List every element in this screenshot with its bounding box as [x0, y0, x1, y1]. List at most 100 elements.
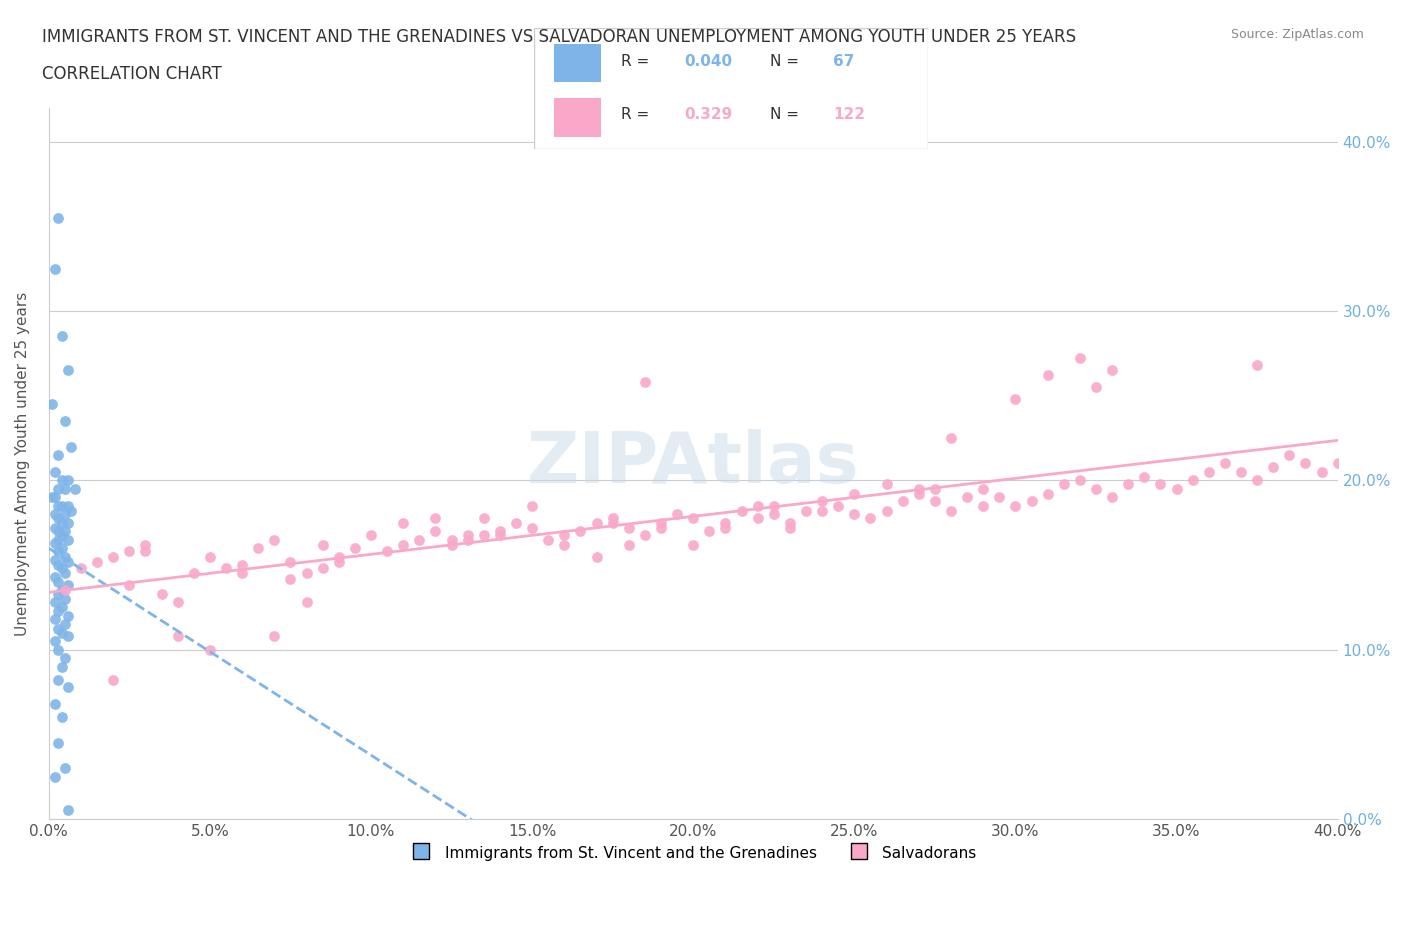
Text: 0.329: 0.329	[683, 108, 733, 123]
Point	[48, 482, 70, 497]
Point	[53, 583, 76, 598]
Point	[183, 566, 205, 581]
Point	[44, 569, 66, 584]
Point	[150, 586, 173, 601]
Point	[1310, 464, 1333, 479]
Point	[520, 520, 543, 535]
Point	[505, 515, 527, 530]
Point	[44, 536, 66, 551]
Point	[263, 629, 285, 644]
Point	[827, 498, 849, 513]
Point	[328, 549, 350, 564]
Y-axis label: Unemployment Among Youth under 25 years: Unemployment Among Youth under 25 years	[15, 291, 30, 635]
Point	[198, 642, 221, 657]
Point	[811, 503, 834, 518]
Point	[51, 600, 73, 615]
Point	[48, 736, 70, 751]
Point	[51, 515, 73, 530]
Point	[44, 490, 66, 505]
Point	[56, 680, 79, 695]
Point	[859, 511, 882, 525]
Point	[617, 538, 640, 552]
Text: 122: 122	[834, 108, 866, 123]
Point	[907, 486, 929, 501]
Point	[56, 515, 79, 530]
Point	[876, 503, 898, 518]
Legend: Immigrants from St. Vincent and the Grenadines, Salvadorans: Immigrants from St. Vincent and the Gren…	[404, 837, 983, 868]
Text: R =: R =	[621, 108, 654, 123]
Point	[794, 503, 817, 518]
Point	[1004, 498, 1026, 513]
Point	[51, 561, 73, 576]
Point	[972, 482, 994, 497]
Point	[48, 544, 70, 559]
Point	[457, 527, 479, 542]
Point	[360, 527, 382, 542]
Point	[53, 566, 76, 581]
Point	[44, 595, 66, 610]
Point	[56, 554, 79, 569]
Text: 67: 67	[834, 54, 855, 69]
Point	[972, 498, 994, 513]
Point	[714, 515, 737, 530]
Point	[392, 538, 415, 552]
Point	[408, 532, 430, 547]
Point	[1101, 363, 1123, 378]
Point	[53, 591, 76, 606]
Point	[51, 710, 73, 724]
Text: N =: N =	[770, 108, 804, 123]
Point	[56, 532, 79, 547]
Point	[730, 503, 752, 518]
Point	[44, 464, 66, 479]
Point	[44, 697, 66, 711]
Point	[988, 490, 1011, 505]
Point	[86, 554, 108, 569]
Point	[585, 549, 607, 564]
Point	[1133, 470, 1156, 485]
Point	[425, 524, 447, 538]
Point	[51, 473, 73, 488]
Point	[56, 578, 79, 592]
Text: 0.040: 0.040	[683, 54, 733, 69]
Point	[585, 515, 607, 530]
Point	[1181, 473, 1204, 488]
Text: ZIPAtlas: ZIPAtlas	[527, 429, 859, 498]
Point	[51, 659, 73, 674]
Point	[60, 439, 83, 454]
Point	[343, 540, 366, 555]
Point	[844, 486, 866, 501]
Point	[48, 575, 70, 590]
Point	[457, 532, 479, 547]
Point	[48, 511, 70, 525]
Text: IMMIGRANTS FROM ST. VINCENT AND THE GRENADINES VS SALVADORAN UNEMPLOYMENT AMONG : IMMIGRANTS FROM ST. VINCENT AND THE GREN…	[42, 28, 1077, 46]
Point	[634, 375, 657, 390]
Point	[747, 498, 769, 513]
Point	[166, 595, 188, 610]
Point	[53, 549, 76, 564]
Point	[56, 803, 79, 817]
Point	[53, 507, 76, 522]
Point	[489, 527, 512, 542]
Point	[569, 524, 592, 538]
Point	[1084, 379, 1107, 394]
Point	[1198, 464, 1220, 479]
Point	[553, 538, 575, 552]
Point	[51, 329, 73, 344]
Point	[1053, 476, 1076, 491]
Point	[1246, 473, 1268, 488]
Point	[48, 622, 70, 637]
Point	[939, 431, 962, 445]
Point	[602, 515, 624, 530]
Point	[924, 493, 946, 508]
Point	[166, 629, 188, 644]
Point	[134, 538, 156, 552]
Point	[472, 511, 495, 525]
Point	[392, 515, 415, 530]
Point	[697, 524, 720, 538]
Point	[103, 672, 125, 687]
Point	[53, 761, 76, 776]
FancyBboxPatch shape	[554, 98, 602, 137]
Point	[1021, 493, 1043, 508]
Point	[311, 561, 333, 576]
Point	[247, 540, 270, 555]
